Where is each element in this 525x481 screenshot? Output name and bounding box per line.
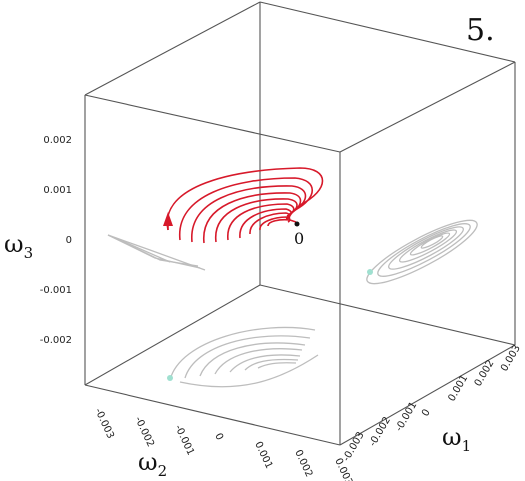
x-tick-label: -0.003 (341, 430, 367, 463)
y-tick-label: -0.002 (132, 415, 156, 449)
y-tick-label: -0.001 (172, 423, 196, 457)
back-wall-start-marker (367, 269, 373, 275)
left-wall-projection (107, 234, 206, 271)
plot-box (84, 1, 516, 446)
z-tick-label: 0 (66, 235, 72, 246)
y-tick-label: 0.001 (252, 440, 274, 471)
trajectory-3d (163, 167, 324, 244)
x-axis-ticks: -0.003 -0.002 -0.001 0 0.001 0.002 0.003 (341, 343, 523, 463)
y-tick-label: -0.003 (92, 407, 116, 441)
floor-projection (167, 326, 319, 388)
z-tick-label: 0.002 (43, 135, 72, 146)
origin-label: 0 (294, 229, 304, 248)
x-tick-label: 0.002 (473, 358, 497, 388)
y-tick-label: 0 (212, 432, 225, 442)
x-tick-label: -0.001 (394, 400, 420, 433)
x-tick-label: 0 (420, 407, 433, 418)
y-axis-label: ω2 (138, 448, 167, 480)
floor-start-marker (167, 375, 173, 381)
z-tick-label: -0.002 (40, 335, 72, 346)
y-tick-label: 0.002 (292, 448, 314, 479)
back-wall-projection (366, 219, 478, 285)
z-tick-label: 0.001 (43, 185, 72, 196)
panel-label: 5. (466, 13, 495, 48)
origin-point (294, 221, 300, 227)
z-axis-label: ω3 (4, 230, 33, 262)
x-axis-label: ω1 (442, 423, 471, 455)
z-axis-ticks: 0.002 0.001 0 -0.001 -0.002 (40, 135, 72, 346)
x-tick-label: 0.003 (499, 343, 523, 373)
x-tick-label: -0.002 (367, 415, 393, 448)
z-tick-label: -0.001 (40, 285, 72, 296)
x-tick-label: 0.001 (446, 373, 470, 403)
